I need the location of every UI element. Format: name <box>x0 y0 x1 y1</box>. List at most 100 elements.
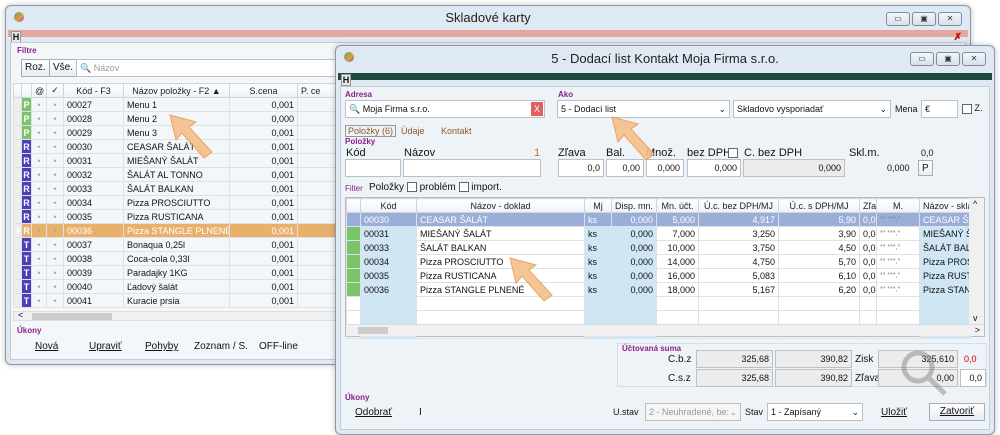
adresa-label: Adresa <box>345 90 373 99</box>
vertical-scrollbar[interactable]: ^ v <box>969 198 984 324</box>
mena-label: Mena <box>895 104 918 114</box>
mena-input[interactable]: € <box>921 100 958 118</box>
cell-nazov: Pizza STANGLE PLNENÉ <box>123 223 230 238</box>
nazov-input[interactable] <box>403 159 541 177</box>
cell: ks <box>584 282 612 297</box>
cell: 5,000 <box>656 212 699 227</box>
lines-grid: Kód Názov - doklad Mj Disp. mn. Mn. účt. Ú.c.… <box>345 197 985 339</box>
col-nazov[interactable]: Názov položky - F2 ▲ <box>123 83 230 98</box>
table-row[interactable]: T • • 00037 Bonaqua 0,25l 0,001 <box>13 237 374 252</box>
ako-label: Ako <box>558 90 574 99</box>
action-zoznam[interactable]: Zoznam / S. <box>194 341 248 352</box>
cell: 00030 <box>360 212 417 227</box>
table-row[interactable]: 00034 Pizza PROSCIUTTO ks 0,000 14,000 4,750 5… <box>346 254 971 269</box>
cell: ks <box>584 254 612 269</box>
zatvorit-button[interactable]: Zatvoriť <box>929 403 985 421</box>
adresa-input[interactable]: 🔍 Moja Firma s.r.o. <box>345 100 545 118</box>
mnoz-input[interactable]: 0,000 <box>646 159 684 177</box>
window-title: Skladové karty <box>445 10 531 25</box>
cbez-value: 0,000 <box>743 159 845 177</box>
h-button[interactable]: H <box>341 74 351 86</box>
app-icon <box>344 52 354 62</box>
zlava-input[interactable]: 0,0 <box>558 159 604 177</box>
roz-button[interactable]: Roz. <box>21 59 50 77</box>
maximize-button[interactable]: ▣ <box>936 52 960 66</box>
col-8[interactable]: M. <box>876 198 920 213</box>
search-input[interactable]: 🔍 Názov <box>76 59 336 77</box>
action-pohyby[interactable]: Pohyby <box>145 341 179 352</box>
p-button[interactable]: P <box>918 160 933 176</box>
zisk-label: Zisk <box>855 354 874 365</box>
table-row[interactable]: 00036 Pizza STANGLE PLNENÉ ks 0,000 18,000 5,… <box>346 282 971 297</box>
content-area: Adresa 🔍 Moja Firma s.r.o. X Ako 5 - Dod… <box>340 86 990 430</box>
horizontal-scrollbar[interactable]: > <box>346 324 984 336</box>
bal-input[interactable]: 0,00 <box>606 159 644 177</box>
stav-select[interactable]: 1 - Zapísaný ⌄ <box>767 403 863 421</box>
close-button[interactable]: ✕ <box>962 52 986 66</box>
maximize-button[interactable]: ▣ <box>912 12 936 26</box>
dodaci-list-window: 5 - Dodací list Kontakt Moja Firma s.r.o… <box>335 45 995 435</box>
col-1[interactable]: Názov - doklad <box>416 198 585 213</box>
close-button[interactable]: ✕ <box>938 12 962 26</box>
col-7[interactable]: Zľava <box>859 198 877 213</box>
chevron-down-icon: ⌄ <box>718 104 726 114</box>
zlava2-pct[interactable]: 0,0 <box>960 369 986 387</box>
col-check[interactable]: ✓ <box>46 83 64 98</box>
ako-select[interactable]: 5 - Dodací list ⌄ <box>557 100 730 118</box>
filter-label: Filter <box>345 184 363 193</box>
clear-adresa-button[interactable]: X <box>531 102 543 116</box>
arrow-icon <box>169 114 213 159</box>
actions-label: Úkony <box>345 393 370 402</box>
sklad-select[interactable]: Skladovo vysporiadať ⌄ <box>733 100 891 118</box>
col-3[interactable]: Disp. mn. <box>611 198 657 213</box>
z-checkbox[interactable]: Z. <box>962 103 983 114</box>
table-row[interactable]: 00031 MIEŠANÝ ŠALÁT ks 0,000 7,000 3,250 3,90 0… <box>346 226 971 241</box>
col-attach[interactable]: @ <box>31 83 47 98</box>
table-row[interactable]: R • • 00032 ŠALÁT AL TONNO 0,001 <box>13 167 374 182</box>
import-checkbox[interactable] <box>458 182 469 193</box>
bezdph-input[interactable]: 0,000 <box>687 159 741 177</box>
row-indicator <box>346 226 361 241</box>
tab-polozky[interactable]: Položky (6) <box>345 125 397 137</box>
action-nova[interactable]: Nová <box>35 341 59 352</box>
chevron-down-icon: ⌄ <box>729 407 737 417</box>
problem-checkbox[interactable] <box>406 182 417 193</box>
filter-polozky: Položky problém import. <box>369 182 502 193</box>
bezdph-checkbox[interactable] <box>728 148 738 158</box>
odobrat-button[interactable]: Odobrať <box>355 407 393 418</box>
col-9[interactable]: Názov - sklad <box>919 198 971 213</box>
cell: 0,000 <box>611 268 657 283</box>
col-0[interactable]: Kód <box>360 198 417 213</box>
kod-label: Kód <box>346 147 366 159</box>
row-indicator <box>346 254 361 269</box>
table-row[interactable]: 00030 CEASAR ŠALÁT ks 0,000 5,000 4,917 5,90 0,… <box>346 212 971 227</box>
ulozit-button[interactable]: Uložiť <box>881 407 907 418</box>
kod-input[interactable] <box>345 159 401 177</box>
actions-label: Úkony <box>17 326 42 335</box>
header-bar <box>338 73 992 80</box>
close-red-icon[interactable]: ✗ <box>953 32 962 43</box>
row-indicator <box>346 212 361 227</box>
cell: 00035 <box>360 268 417 283</box>
arrow-icon <box>611 116 655 161</box>
search-icon: 🔍 <box>349 104 361 114</box>
action-upravit[interactable]: Upraviť <box>89 341 122 352</box>
minimize-button[interactable]: ▭ <box>886 12 910 26</box>
zlava2-label: Zľava <box>855 373 881 384</box>
cell: ** ***,* <box>876 212 920 227</box>
col-5[interactable]: Ú.c. bez DPH/MJ <box>698 198 779 213</box>
tab-kontakt[interactable]: Kontakt <box>441 126 472 136</box>
minimize-button[interactable]: ▭ <box>910 52 934 66</box>
cell: 0,000 <box>611 212 657 227</box>
window-title: 5 - Dodací list Kontakt Moja Firma s.r.o… <box>551 51 779 66</box>
i-button[interactable]: I <box>419 407 422 418</box>
tab-udaje[interactable]: Údaje <box>401 126 425 136</box>
action-offline[interactable]: OFF-line <box>259 341 298 352</box>
sklm-value: 0,000 <box>887 163 910 173</box>
csz-label: C.s.z <box>668 373 691 384</box>
header-bar <box>8 30 968 37</box>
zisk-pct: 0,0 <box>964 354 977 364</box>
ustav-select[interactable]: 2 - Neuhradené, be: ⌄ <box>645 403 741 421</box>
ustav-label: U.stav <box>613 407 639 417</box>
